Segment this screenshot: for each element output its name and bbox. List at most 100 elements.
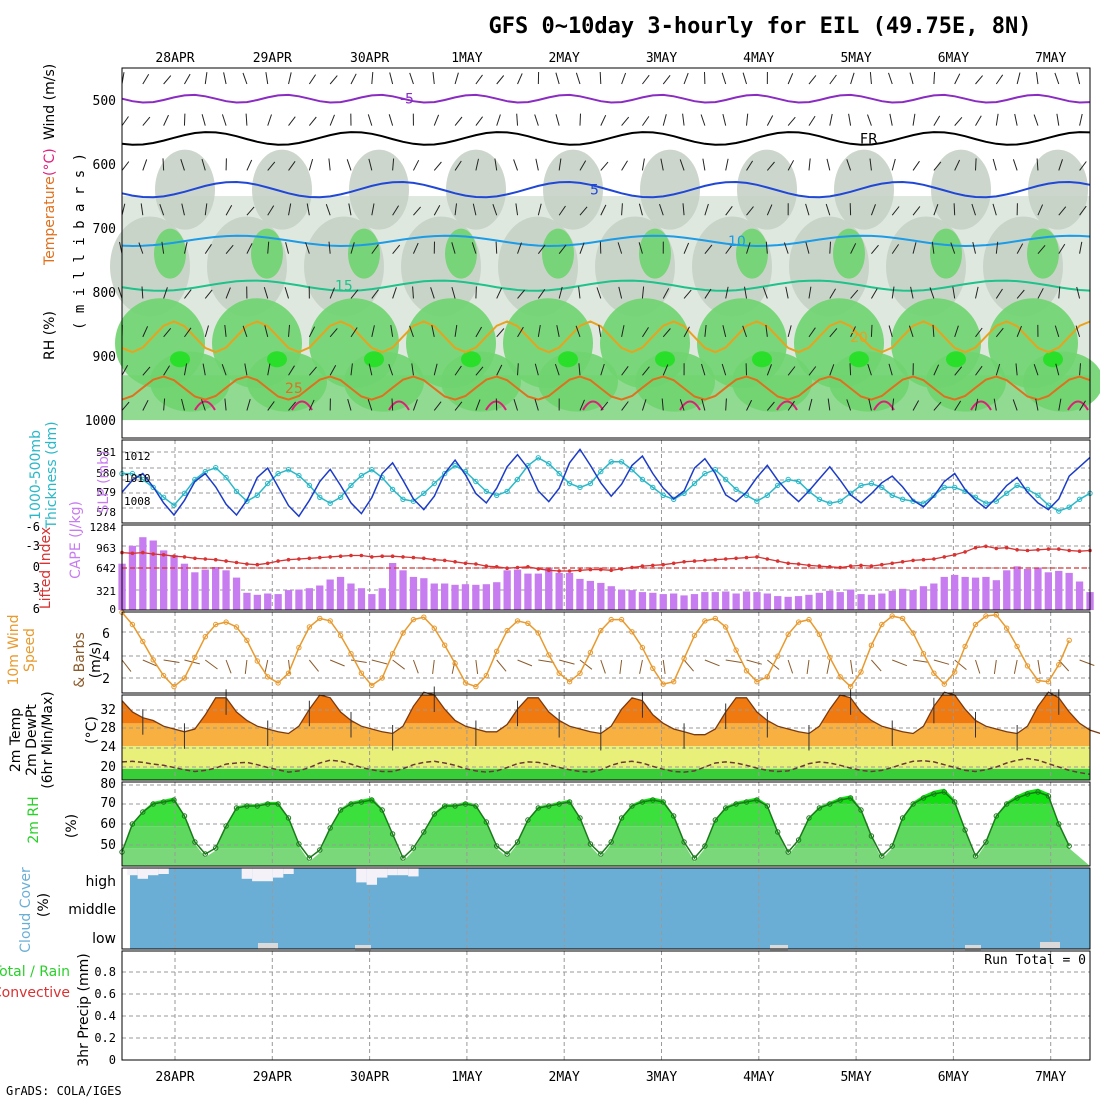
- wind-barb: [142, 326, 149, 338]
- wind-barb: [971, 203, 976, 216]
- wind-barb: [537, 325, 541, 337]
- li-point: [630, 565, 634, 570]
- cape-bar: [305, 588, 313, 610]
- wind-barb: [578, 363, 581, 376]
- thickness-point: [691, 480, 698, 487]
- contour-25c: [121, 375, 1091, 401]
- ylabel-millibars: ( m i l l i b a r s ): [72, 153, 88, 330]
- wind-speed-point: [899, 615, 906, 622]
- thickness-point: [431, 480, 437, 487]
- wind-barb: [350, 242, 355, 254]
- rh-point: [764, 803, 770, 809]
- wind-speed-point: [962, 643, 968, 650]
- wind-barb: [1016, 72, 1021, 85]
- cloud-fill: [130, 868, 1090, 949]
- wind-speed-point: [514, 618, 521, 624]
- rh-point: [254, 803, 260, 809]
- contour-30c: [776, 400, 798, 411]
- cape-bar: [274, 594, 282, 610]
- surface-wind-barb: [225, 659, 232, 674]
- wind-barb: [975, 327, 983, 338]
- surface-wind-barb: [725, 659, 742, 663]
- wind-speed-point: [358, 670, 365, 676]
- rh-point: [535, 805, 541, 811]
- wind-barb: [433, 161, 442, 171]
- wind-barb: [392, 158, 395, 171]
- li-point: [234, 560, 239, 565]
- cape-bar: [212, 567, 220, 610]
- cloud-clear-bar: [408, 868, 419, 877]
- panel-ylabel: 1000-500mb: [28, 430, 44, 520]
- cape-bar: [836, 592, 844, 610]
- wind-barb: [475, 366, 484, 376]
- cape-tick: 0: [109, 603, 116, 616]
- cape-bar: [805, 594, 813, 610]
- wind-barb: [1016, 243, 1024, 254]
- wind-barb: [163, 398, 166, 411]
- credit-text: GrADS: COLA/IGES: [6, 1084, 122, 1098]
- wind-speed-point: [181, 675, 188, 681]
- li-tick: 0: [33, 560, 40, 574]
- contour-30c: [194, 400, 216, 411]
- li-point: [161, 553, 166, 557]
- surface-wind-barb: [662, 659, 666, 674]
- rh-point: [827, 801, 833, 807]
- rh-point: [972, 853, 979, 859]
- wind-barb: [850, 72, 855, 85]
- cape-bar: [139, 537, 147, 610]
- rh-band: [122, 804, 1090, 827]
- rh-point: [681, 839, 687, 845]
- cape-bar: [472, 584, 480, 610]
- cape-bar: [149, 540, 157, 610]
- rh-point: [1014, 795, 1020, 801]
- wind-speed-point: [993, 612, 999, 618]
- wind-barb: [371, 203, 375, 216]
- surface-wind-barb: [993, 659, 997, 674]
- rh-point: [556, 801, 562, 807]
- surface-wind-barb: [308, 659, 319, 672]
- rh-shade-region: [154, 228, 186, 279]
- rh-point: [806, 815, 812, 821]
- cape-bar: [576, 578, 584, 610]
- wind-barb: [808, 327, 816, 338]
- surface-wind-barb: [350, 659, 367, 663]
- rh-point: [213, 845, 219, 851]
- thickness-point: [494, 492, 500, 498]
- thickness-point: [213, 465, 219, 471]
- wind-speed-point: [306, 624, 313, 630]
- wind-barb: [722, 325, 727, 337]
- slp-panel-frame: [121, 439, 1091, 524]
- wind-barb: [284, 287, 290, 299]
- dewpoint-line: [121, 757, 1091, 776]
- thickness-point: [868, 480, 875, 487]
- wind-barb: [827, 398, 831, 411]
- wind-barb: [121, 161, 130, 171]
- wind-barb: [621, 203, 623, 216]
- rh-point: [1045, 793, 1052, 799]
- thickness-point: [285, 467, 292, 473]
- panel-ylabel: (m/s): [88, 642, 104, 679]
- contour-30c: [1067, 400, 1089, 411]
- cape-bar: [971, 577, 980, 610]
- wind-speed-point: [1045, 679, 1052, 685]
- cloud-level-label: middle: [68, 902, 116, 918]
- thickness-point: [369, 467, 375, 473]
- wind-barb: [409, 72, 414, 85]
- thickness-point: [837, 498, 843, 504]
- wind-barb: [288, 365, 295, 376]
- rh-shade-region: [833, 228, 865, 279]
- date-label-top: 2MAY: [549, 51, 580, 66]
- wind-barb: [641, 158, 645, 171]
- wind-speed-point: [192, 654, 198, 661]
- wind-speed-point: [213, 621, 219, 628]
- thickness-point: [660, 492, 666, 498]
- wind-barb: [762, 287, 768, 299]
- thickness-point: [639, 476, 646, 483]
- wind-barb: [912, 160, 920, 171]
- wind-speed-point: [618, 616, 625, 623]
- wind-barb: [766, 401, 775, 411]
- wind-speed-point: [795, 619, 802, 625]
- rh-point: [910, 801, 916, 807]
- wind-barb: [454, 72, 459, 85]
- li-point: [578, 568, 582, 573]
